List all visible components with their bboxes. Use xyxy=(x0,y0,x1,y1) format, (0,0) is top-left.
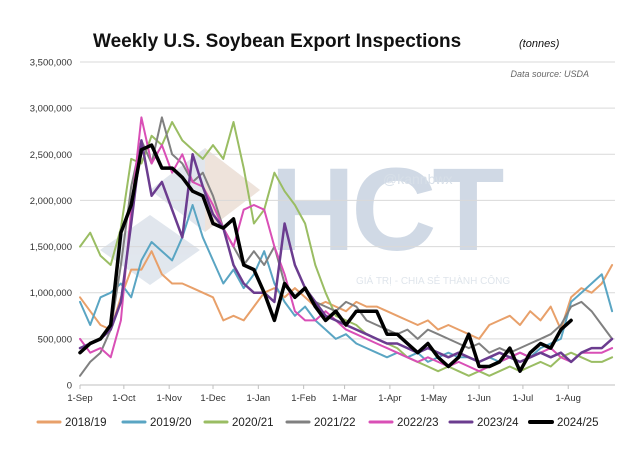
y-tick-label: 500,000 xyxy=(38,334,72,345)
watermark-tagline: GIÁ TRỊ - CHIA SẺ THÀNH CÔNG xyxy=(356,274,510,287)
series-line-2022-23 xyxy=(79,116,614,373)
series-line-2020-21 xyxy=(79,121,614,377)
y-axis: 0 500,000 1,000,000 1,500,000 2,000,000 2,500… xyxy=(30,58,72,392)
legend-label: 2021/22 xyxy=(314,417,356,429)
x-tick-label: 1-Jan xyxy=(246,393,270,404)
chart-unit-label: (tonnes) xyxy=(519,38,560,50)
x-tick-label: 1-Feb xyxy=(291,393,316,404)
x-axis: 1-Sep 1-Oct 1-Nov 1-Dec 1-Jan 1-Feb 1-Mar 1-Apr… xyxy=(67,384,615,404)
legend-label: 2018/19 xyxy=(65,417,107,429)
y-tick-label: 3,500,000 xyxy=(30,58,72,69)
x-tick-label: 1-May xyxy=(421,393,448,404)
series-line-2021-22 xyxy=(79,116,614,377)
watermark-handle: @kannbwx xyxy=(383,171,452,187)
y-tick-label: 0 xyxy=(67,381,72,392)
x-tick-label: 1-Nov xyxy=(156,393,182,404)
x-tick-label: 1-Apr xyxy=(378,393,401,404)
x-tick-label: 1-Dec xyxy=(200,393,226,404)
legend: 2018/19 2019/20 2020/21 2021/22 2022/23 2023/… xyxy=(36,417,599,429)
x-tick-label: 1-Jul xyxy=(513,393,534,404)
x-tick-label: 1-Aug xyxy=(556,393,581,404)
series-lines xyxy=(78,116,614,377)
legend-label: 2022/23 xyxy=(397,417,439,429)
x-tick-label: 1-Mar xyxy=(332,393,357,404)
y-tick-label: 3,000,000 xyxy=(30,104,72,115)
series-line-2024-25 xyxy=(78,143,573,373)
y-tick-label: 2,000,000 xyxy=(30,196,72,207)
y-tick-label: 1,500,000 xyxy=(30,242,72,253)
x-tick-label: 1-Jun xyxy=(467,393,491,404)
legend-label: 2023/24 xyxy=(477,417,519,429)
watermark-logo-diamond xyxy=(100,148,260,285)
data-source: Data source: USDA xyxy=(510,69,589,79)
y-tick-label: 1,000,000 xyxy=(30,288,72,299)
x-tick-label: 1-Oct xyxy=(112,393,136,404)
legend-label: 2020/21 xyxy=(232,417,274,429)
x-tick-label: 1-Sep xyxy=(67,393,92,404)
legend-label: 2019/20 xyxy=(150,417,192,429)
chart-title: Weekly U.S. Soybean Export Inspections xyxy=(93,31,461,52)
y-tick-label: 2,500,000 xyxy=(30,150,72,161)
series-line-2018-19 xyxy=(79,250,614,340)
watermark-logo-text: HCT xyxy=(270,144,503,276)
legend-label: 2024/25 xyxy=(557,417,599,429)
